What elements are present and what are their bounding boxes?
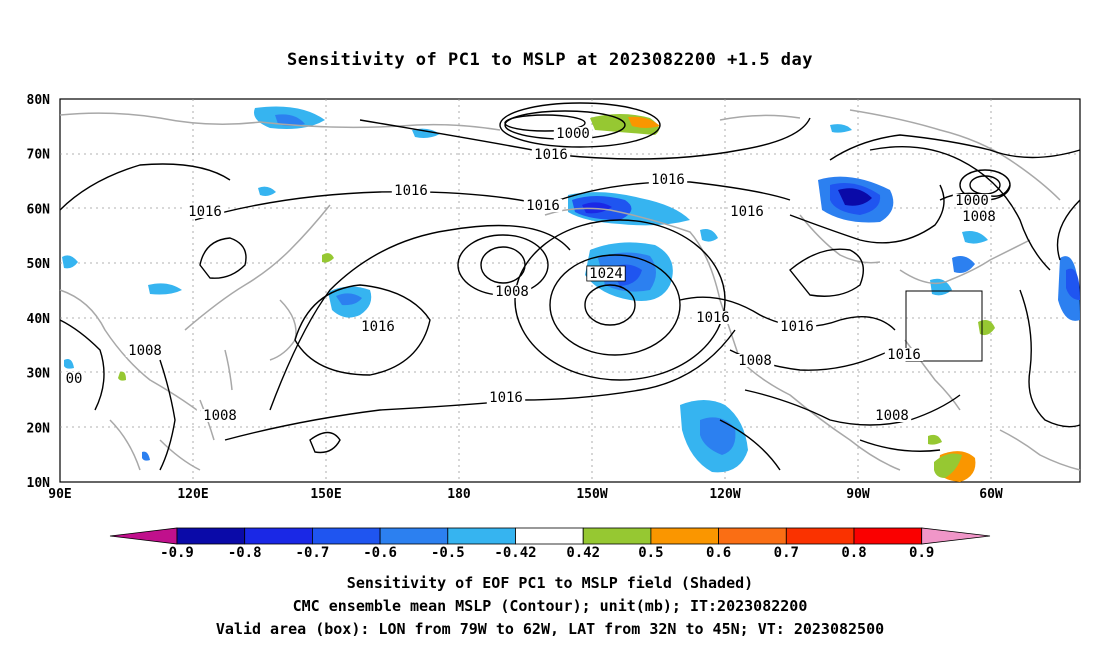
caption-line-3: Valid area (box): LON from 79W to 62W, L… [215,620,885,638]
contour-label: 1000 [955,193,989,209]
lat-label: 10N [27,476,51,491]
contour-label-bg [693,311,733,324]
contour-label: 1008 [875,408,909,424]
contour-label: 1008 [203,408,237,424]
colorbar-swatch [311,527,381,545]
lat-label: 50N [27,257,51,272]
contour-label: 1016 [780,319,814,335]
contour-label: 1016 [489,390,523,406]
contour-label-bg [952,194,992,207]
contour-label-bg [959,210,999,223]
lon-label: 90E [48,487,71,502]
contour-label-bg [777,320,817,333]
colorbar-tick-label: 0.5 [638,545,663,561]
latitude-labels: 80N 70N 60N 50N 40N 30N 20N 10N [27,93,51,491]
contour-label: 00 [66,371,83,387]
lat-label: 40N [27,312,51,327]
colorbar-swatch [718,527,787,545]
lat-label: 60N [27,202,51,217]
contour-label: 1016 [651,172,685,188]
lon-label: 120W [709,487,740,502]
contour-label: 1016 [534,147,568,163]
colorbar-right-arrow [921,527,991,545]
contour-label-box [586,265,626,282]
lon-label: 180 [447,487,471,502]
lon-label: 120E [177,487,208,502]
contour-label: 1016 [526,198,560,214]
colorbar-tick-label: 0.7 [774,545,799,561]
lat-label: 70N [27,148,51,163]
contour-label: 1016 [696,310,730,326]
contour-label: 1016 [188,204,222,220]
colorbar-swatch [650,527,720,545]
contour-label-bg [492,285,532,298]
colorbar-swatch [582,527,652,545]
contour-label-bg [735,354,775,367]
caption-line-2: CMC ensemble mean MSLP (Contour); unit(m… [292,597,808,615]
lon-label: 150E [310,487,341,502]
contour-label: 1016 [730,204,764,220]
colorbar-tick-label: -0.9 [160,545,194,561]
lon-label: 90W [846,487,870,502]
valid-area-box [905,290,983,362]
contour-label: 1016 [394,183,428,199]
colorbar-left-arrow [109,527,178,545]
colorbar-tick-label: 0.8 [841,545,866,561]
lat-label: 80N [27,93,51,108]
contour-label: 1008 [962,209,996,225]
contour-label: 1024 [589,266,623,282]
lon-label: 150W [576,487,607,502]
figure-title: Sensitivity of PC1 to MSLP at 2023082200… [286,50,813,70]
colorbar-swatch [853,527,923,545]
contour-label-bg [63,372,85,385]
colorbar-tick-label: -0.5 [431,545,465,561]
colorbar-tick-label: -0.7 [296,545,330,561]
colorbar-tick-label: 0.6 [706,545,731,561]
contour-label-bg [727,205,767,218]
contour-label: 1016 [361,319,395,335]
contour-label-bg [648,173,688,186]
colorbar-swatch [515,527,584,545]
colorbar-swatch [244,527,313,545]
contour-label: 1016 [887,347,921,363]
contour-label-bg [185,205,225,218]
colorbar-tick-label: 0.9 [909,545,934,561]
contour-label-bg [553,127,593,140]
contour-label-bg [531,148,571,161]
contour-label-bg [884,348,924,361]
contour-label-bg [391,184,431,197]
contour-label: 1008 [495,284,529,300]
colorbar-tick-label: -0.8 [228,545,262,561]
colorbar-tick-labels: -0.9 -0.8 -0.7 -0.6 -0.5 -0.42 0.42 0.5 0.6 0.7 0.… [160,545,934,561]
contour-label: 1008 [128,343,162,359]
longitude-labels: 90E 120E 150E 180 150W 120W 90W 60W [48,487,1003,502]
colorbar-swatch [447,527,516,545]
contour-labels: 1000 1016 1016 1016 1016 1016 1008 1016 1024 1016… [63,126,999,424]
colorbar-swatch [379,527,449,545]
contour-label-bg [200,409,240,422]
caption-line-1: Sensitivity of EOF PC1 to MSLP field (Sh… [346,574,754,592]
colorbar [109,527,991,545]
lon-label: 60W [979,487,1003,502]
contour-label-bg [872,409,912,422]
colorbar-tick-label: 0.42 [566,545,600,561]
lat-label: 20N [27,421,51,436]
contour-label-bg [358,320,398,333]
colorbar-tick-label: -0.6 [363,545,397,561]
contour-label-bg [125,344,165,357]
contour-label: 1008 [738,353,772,369]
contour-label: 1000 [556,126,590,142]
contour-label-bg [523,199,563,212]
colorbar-tick-label: -0.42 [494,545,536,561]
colorbar-swatch [176,527,246,545]
lat-label: 30N [27,367,51,382]
colorbar-swatch [785,527,855,545]
contour-label-bg [486,391,526,404]
